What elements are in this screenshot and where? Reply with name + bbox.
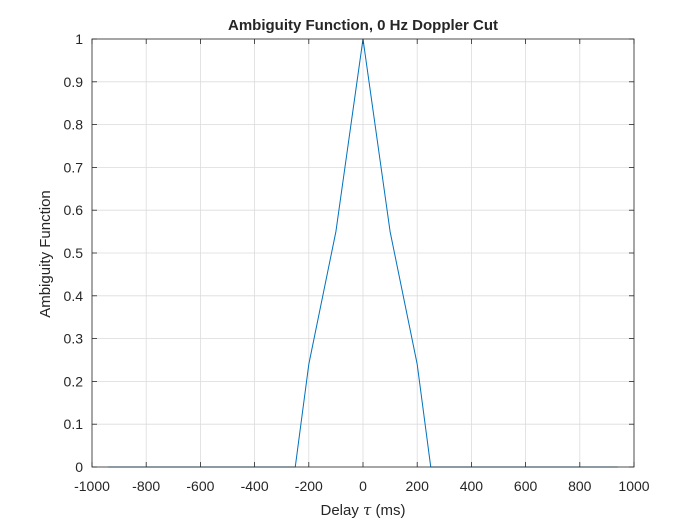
y-axis-label: Ambiguity Function bbox=[37, 190, 54, 318]
y-tick-label: 1 bbox=[75, 31, 83, 47]
x-tick-labels: -1000 -800 -600 -400 -200 0 200 400 600 800 1000 bbox=[74, 478, 650, 494]
y-tick-label: 0.8 bbox=[64, 117, 84, 133]
y-tick-label: 0.5 bbox=[64, 245, 84, 261]
x-tick-label: 400 bbox=[460, 478, 484, 494]
y-tick-label: 0.7 bbox=[64, 159, 84, 175]
y-tick-label: 0.1 bbox=[64, 416, 84, 432]
x-axis-label-prefix: Delay bbox=[321, 502, 364, 519]
x-axis-label: Delay τ (ms) bbox=[321, 501, 406, 519]
x-tick-label: 200 bbox=[406, 478, 430, 494]
x-tick-label: 800 bbox=[568, 478, 592, 494]
chart-title: Ambiguity Function, 0 Hz Doppler Cut bbox=[228, 17, 498, 34]
x-tick-label: -600 bbox=[186, 478, 214, 494]
x-tick-label: 1000 bbox=[618, 478, 649, 494]
x-axis-label-symbol: τ bbox=[363, 501, 372, 519]
y-tick-label: 0 bbox=[75, 459, 83, 475]
x-axis-label-suffix: (ms) bbox=[371, 502, 405, 519]
x-tick-label: -200 bbox=[295, 478, 323, 494]
y-tick-label: 0.9 bbox=[64, 74, 84, 90]
x-tick-label: 0 bbox=[359, 478, 367, 494]
x-tick-label: 600 bbox=[514, 478, 538, 494]
y-tick-label: 0.3 bbox=[64, 331, 84, 347]
x-tick-label: -400 bbox=[241, 478, 269, 494]
y-tick-label: 0.2 bbox=[64, 373, 84, 389]
y-tick-label: 0.4 bbox=[64, 288, 84, 304]
y-tick-label: 0.6 bbox=[64, 202, 84, 218]
y-tick-labels: 0 0.1 0.2 0.3 0.4 0.5 0.6 0.7 0.8 0.9 1 bbox=[64, 31, 84, 475]
x-tick-label: -800 bbox=[132, 478, 160, 494]
x-tick-label: -1000 bbox=[74, 478, 110, 494]
tick-marks bbox=[91, 38, 635, 468]
